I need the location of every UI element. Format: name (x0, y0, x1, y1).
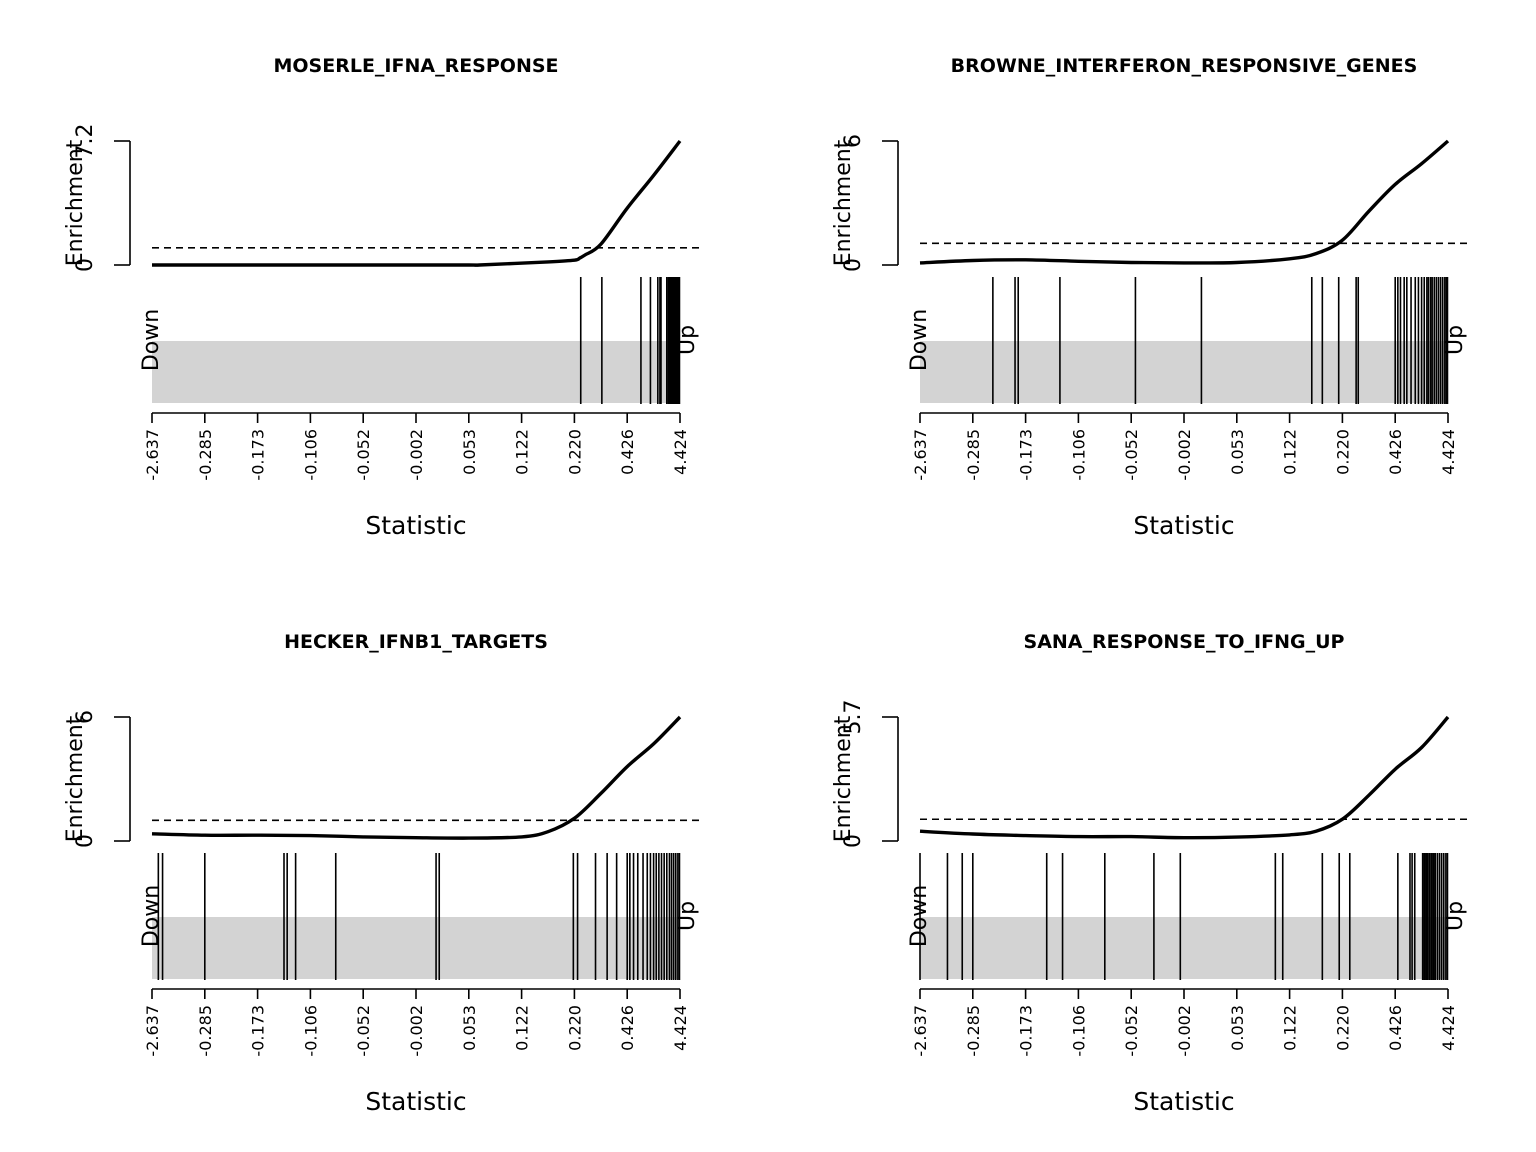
x-tick-label: -0.052 (1122, 1005, 1141, 1057)
y-axis-label: Enrichment (831, 139, 856, 266)
up-label: Up (1443, 325, 1468, 355)
statistic-box (920, 917, 1448, 979)
x-tick-label: 0.426 (618, 1005, 637, 1051)
x-tick-label: -2.637 (911, 1005, 930, 1057)
x-tick-label: -0.285 (964, 429, 983, 481)
down-label: Down (139, 309, 164, 371)
y-tick-label-min: 0 (73, 834, 98, 848)
x-tick-label: -0.173 (249, 429, 268, 481)
y-tick-label-max: 5.7 (841, 700, 866, 735)
x-tick-label: -0.173 (249, 1005, 268, 1057)
x-tick-label: 0.122 (1281, 429, 1300, 475)
y-tick-label-max: 6 (841, 134, 866, 148)
statistic-box (152, 341, 680, 403)
up-label: Up (675, 325, 700, 355)
x-axis-label: Statistic (365, 1087, 466, 1116)
x-tick-label: -0.002 (1175, 1005, 1194, 1057)
enrichment-curve (919, 139, 1450, 265)
x-tick-label: -0.285 (196, 429, 215, 481)
up-label: Up (1443, 901, 1468, 931)
up-label: Up (675, 901, 700, 931)
panel-browne-interferon-responsive-genes: BROWNE_INTERFERON_RESPONSIVE_GENES 6 0Enri… (831, 55, 1468, 540)
x-tick-label: 0.220 (1333, 1005, 1352, 1051)
statistic-box (152, 917, 680, 979)
enrichment-curve (151, 715, 682, 840)
x-tick-label: 0.053 (1228, 429, 1247, 475)
x-tick-label: -2.637 (143, 1005, 162, 1057)
x-tick-label: -0.052 (1122, 429, 1141, 481)
x-tick-label: 0.122 (513, 1005, 532, 1051)
x-tick-label: 0.426 (1386, 429, 1405, 475)
y-axis-label: Enrichment (63, 139, 88, 266)
x-tick-label: -0.002 (1175, 429, 1194, 481)
x-tick-label: 0.426 (618, 429, 637, 475)
x-tick-label: 0.122 (513, 429, 532, 475)
x-axis-label: Statistic (365, 511, 466, 540)
x-tick-label: -0.052 (354, 429, 373, 481)
x-axis-label: Statistic (1133, 1087, 1234, 1116)
panel-title: BROWNE_INTERFERON_RESPONSIVE_GENES (951, 55, 1418, 77)
x-tick-label: -0.106 (301, 429, 320, 481)
x-tick-label: 0.053 (1228, 1005, 1247, 1051)
x-tick-label: -2.637 (911, 429, 930, 481)
x-tick-label: -0.002 (407, 1005, 426, 1057)
y-tick-label-max: 6 (73, 710, 98, 724)
x-tick-label: 0.053 (460, 1005, 479, 1051)
y-tick-label-min: 0 (841, 258, 866, 272)
x-tick-label: 0.220 (565, 1005, 584, 1051)
x-tick-label: 0.426 (1386, 1005, 1405, 1051)
y-tick-label-min: 0 (841, 834, 866, 848)
x-axis-label: Statistic (1133, 511, 1234, 540)
x-tick-label: -0.002 (407, 429, 426, 481)
panel-title: HECKER_IFNB1_TARGETS (284, 631, 548, 653)
down-label: Down (907, 885, 932, 947)
x-tick-label: 4.424 (671, 429, 690, 475)
x-tick-label: -0.285 (964, 1005, 983, 1057)
x-tick-label: 4.424 (671, 1005, 690, 1051)
x-tick-label: -0.106 (301, 1005, 320, 1057)
enrichment-curve (151, 139, 682, 267)
x-tick-label: 0.053 (460, 429, 479, 475)
x-tick-label: -0.106 (1069, 1005, 1088, 1057)
x-tick-label: -0.052 (354, 1005, 373, 1057)
x-tick-label: -0.285 (196, 1005, 215, 1057)
x-tick-label: 0.220 (1333, 429, 1352, 475)
y-axis-label: Enrichment (831, 715, 856, 842)
down-label: Down (907, 309, 932, 371)
x-tick-label: 0.122 (1281, 1005, 1300, 1051)
panel-title: SANA_RESPONSE_TO_IFNG_UP (1024, 631, 1345, 653)
panel-title: MOSERLE_IFNA_RESPONSE (273, 55, 558, 77)
enrichment-curve (919, 715, 1450, 840)
x-tick-label: 4.424 (1439, 429, 1458, 475)
y-tick-label-min: 0 (73, 258, 98, 272)
x-tick-label: 4.424 (1439, 1005, 1458, 1051)
x-tick-label: -0.173 (1017, 1005, 1036, 1057)
x-tick-label: -0.106 (1069, 429, 1088, 481)
x-tick-label: -2.637 (143, 429, 162, 481)
x-tick-label: -0.173 (1017, 429, 1036, 481)
y-axis-label: Enrichment (63, 715, 88, 842)
y-tick-label-max: 7.2 (73, 124, 98, 159)
down-label: Down (139, 885, 164, 947)
statistic-box (920, 341, 1448, 403)
x-tick-label: 0.220 (565, 429, 584, 475)
